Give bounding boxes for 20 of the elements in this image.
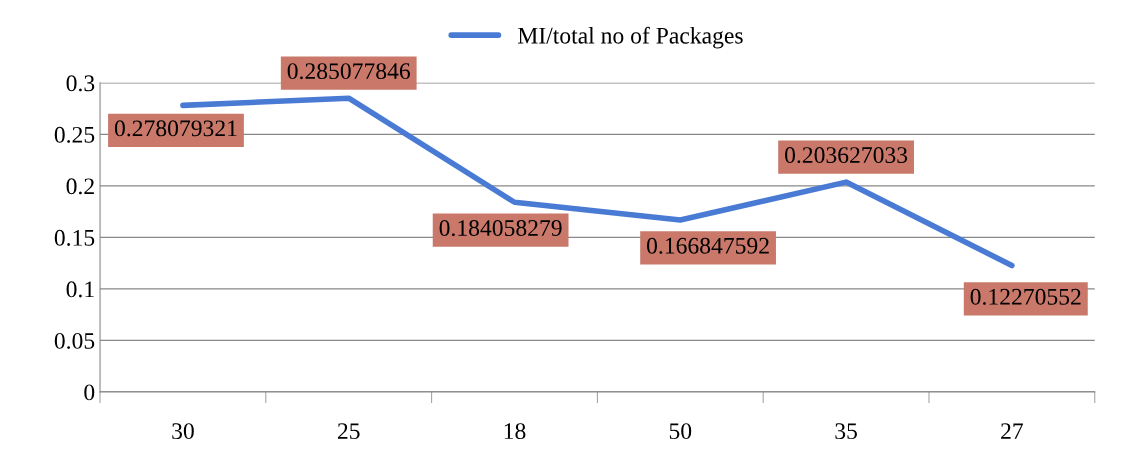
y-tick-label: 0.2 (66, 178, 94, 195)
data-label: 0.184058279 (439, 220, 562, 237)
x-tick-label: 27 (1001, 423, 1024, 439)
y-tick-label: 0.1 (66, 281, 94, 298)
x-tick-label: 30 (172, 423, 194, 440)
x-tick-label: 35 (835, 423, 857, 440)
x-tick-label: 50 (669, 423, 692, 440)
data-label: 0.203627033 (785, 147, 908, 164)
data-label: 0.166847592 (647, 237, 769, 254)
y-tick-label: 0.05 (54, 332, 95, 349)
data-label: 0.278079321 (114, 120, 237, 137)
data-label: 0.12270552 (970, 288, 1081, 305)
y-tick-label: 0.15 (54, 229, 95, 246)
x-tick-label: 18 (504, 423, 526, 440)
legend-label: MI/total no of Packages (518, 26, 743, 49)
x-tick-label: 25 (337, 423, 360, 440)
y-tick-label: 0 (84, 384, 95, 401)
y-tick-label: 0.3 (66, 75, 95, 92)
y-tick-label: 0.25 (54, 126, 95, 143)
data-label: 0.285077846 (287, 63, 410, 80)
